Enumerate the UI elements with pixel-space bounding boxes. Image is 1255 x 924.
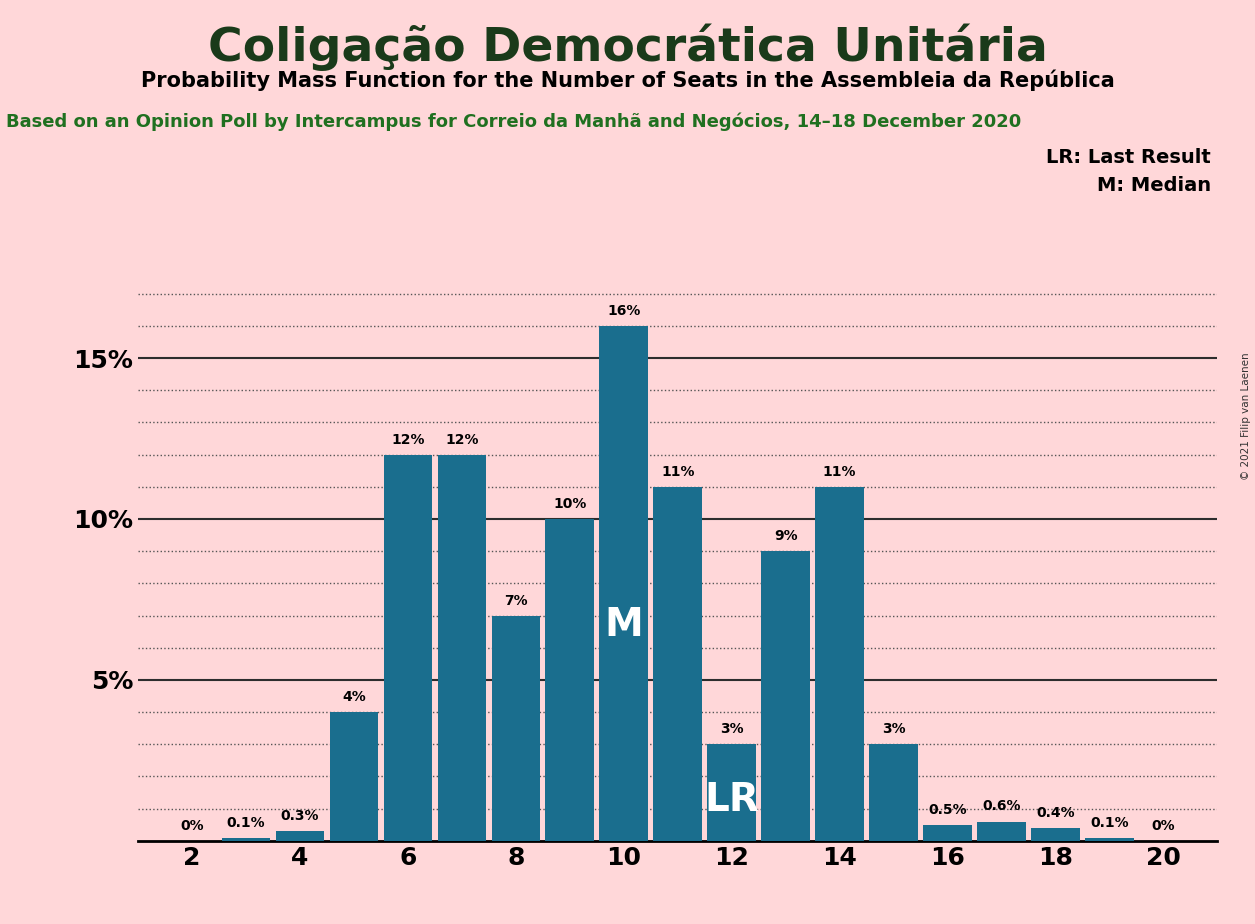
- Text: 7%: 7%: [505, 593, 527, 607]
- Bar: [384, 455, 432, 841]
- Text: 0.4%: 0.4%: [1037, 806, 1074, 820]
- Text: 11%: 11%: [823, 465, 856, 479]
- Text: 11%: 11%: [661, 465, 694, 479]
- Text: © 2021 Filip van Laenen: © 2021 Filip van Laenen: [1241, 352, 1251, 480]
- Text: 0.1%: 0.1%: [1091, 816, 1128, 830]
- Text: 12%: 12%: [392, 432, 424, 446]
- Text: LR: LR: [704, 782, 759, 820]
- Text: LR: Last Result: LR: Last Result: [1047, 148, 1211, 167]
- Text: 16%: 16%: [607, 304, 640, 318]
- Text: M: M: [605, 605, 643, 643]
- Bar: [762, 552, 809, 841]
- Bar: [870, 745, 917, 841]
- Bar: [492, 615, 540, 841]
- Bar: [1032, 828, 1079, 841]
- Text: 0%: 0%: [181, 819, 203, 833]
- Text: 12%: 12%: [446, 432, 478, 446]
- Text: M: Median: M: Median: [1097, 176, 1211, 195]
- Bar: [276, 832, 324, 841]
- Text: 0.5%: 0.5%: [929, 803, 966, 817]
- Bar: [546, 519, 594, 841]
- Text: 0.1%: 0.1%: [227, 816, 265, 830]
- Bar: [1086, 838, 1133, 841]
- Text: 0%: 0%: [1152, 819, 1175, 833]
- Text: 0.3%: 0.3%: [281, 809, 319, 823]
- Bar: [924, 825, 971, 841]
- Text: Probability Mass Function for the Number of Seats in the Assembleia da República: Probability Mass Function for the Number…: [141, 69, 1114, 91]
- Bar: [708, 745, 756, 841]
- Bar: [600, 326, 648, 841]
- Bar: [438, 455, 486, 841]
- Text: 4%: 4%: [343, 690, 365, 704]
- Bar: [654, 487, 702, 841]
- Bar: [330, 712, 378, 841]
- Text: 0.6%: 0.6%: [983, 799, 1020, 813]
- Bar: [816, 487, 863, 841]
- Text: Coligação Democrática Unitária: Coligação Democrática Unitária: [207, 23, 1048, 70]
- Bar: [222, 838, 270, 841]
- Text: Based on an Opinion Poll by Intercampus for Correio da Manhã and Negócios, 14–18: Based on an Opinion Poll by Intercampus …: [6, 113, 1022, 131]
- Text: 3%: 3%: [720, 723, 743, 736]
- Text: 3%: 3%: [882, 723, 905, 736]
- Bar: [978, 821, 1025, 841]
- Text: 10%: 10%: [553, 497, 586, 511]
- Text: 9%: 9%: [774, 529, 797, 543]
